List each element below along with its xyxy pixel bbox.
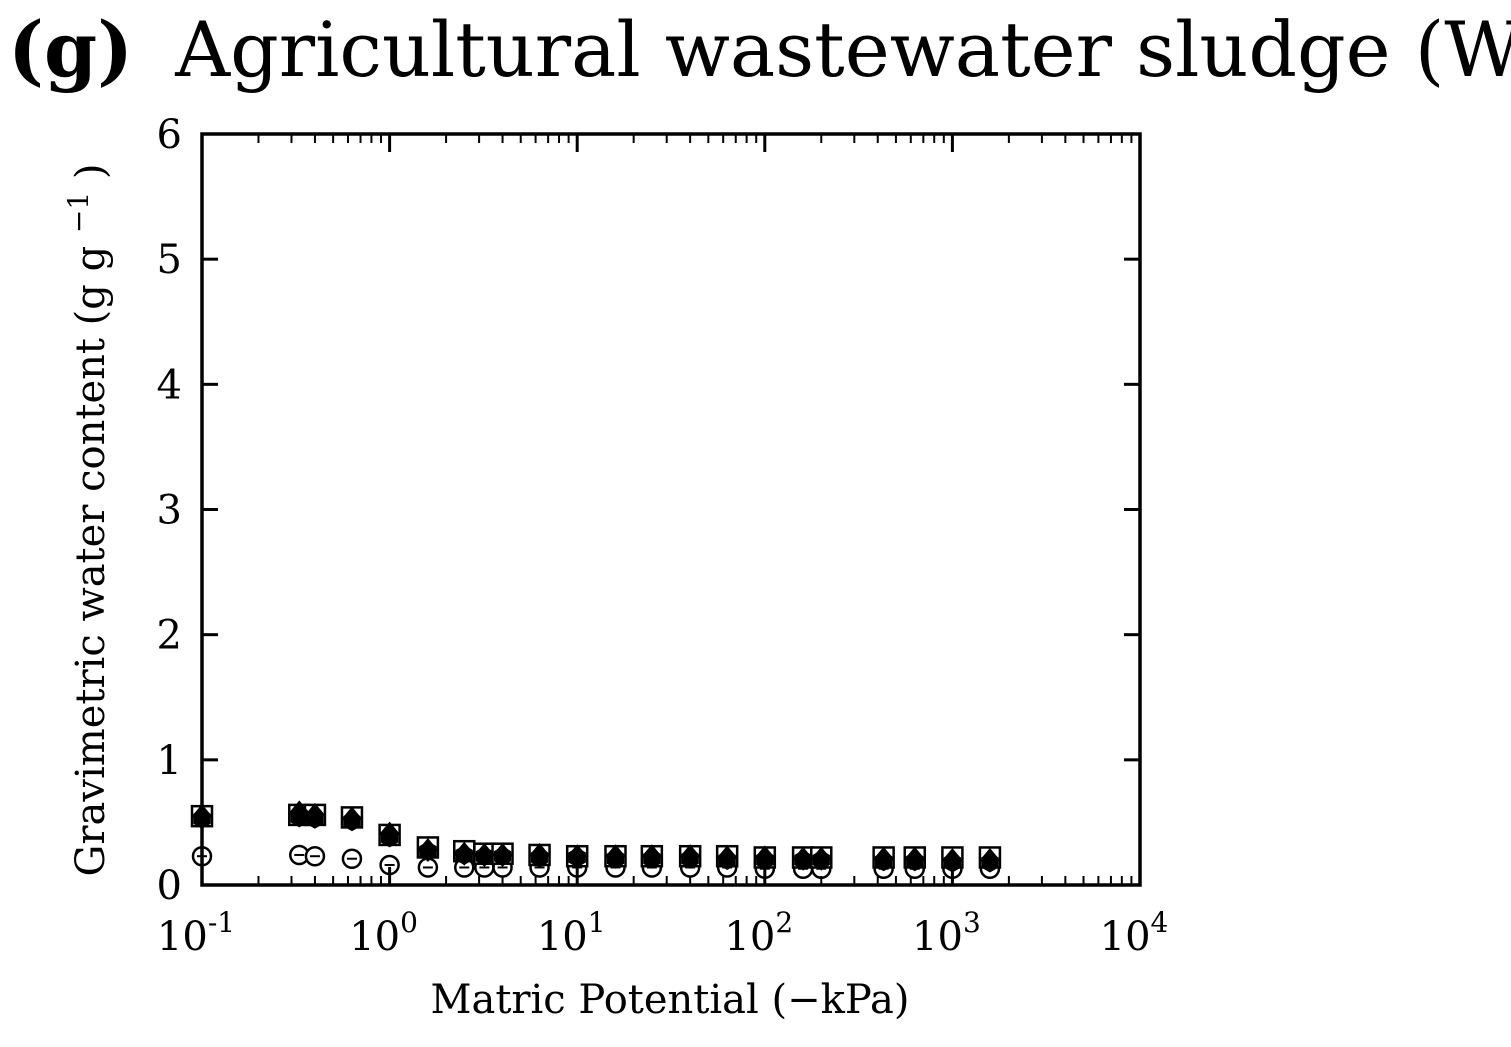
- data-point-filled-diamond: [379, 821, 400, 846]
- y-tick-label: 3: [157, 488, 182, 534]
- x-tick-label: 104: [1100, 906, 1169, 960]
- y-axis-label-main: Gravimetric water content (g g: [68, 246, 114, 877]
- data-point-filled-diamond: [793, 846, 814, 871]
- y-axis-label-exponent: −1: [62, 192, 95, 233]
- data-point-filled-diamond: [529, 842, 550, 867]
- data-point-filled-diamond: [680, 844, 701, 869]
- data-point-filled-diamond: [454, 841, 475, 866]
- y-tick-label: 0: [157, 863, 182, 909]
- y-tick-label: 2: [157, 613, 182, 659]
- y-tick-label: 4: [157, 362, 182, 408]
- data-point-filled-diamond: [567, 844, 588, 869]
- chart-title: (g) Agricultural wastewater sludge (WS): [8, 5, 1511, 94]
- data-point-filled-diamond: [474, 842, 495, 867]
- x-tick-label: 100: [349, 906, 418, 960]
- data-point-filled-diamond: [873, 846, 894, 871]
- y-axis-ticks: 0 1 2 3 4 5 6: [157, 112, 1140, 909]
- x-tick-label: 103: [912, 906, 981, 960]
- data-point-filled-diamond: [717, 845, 738, 870]
- data-point-filled-diamond: [304, 802, 325, 827]
- x-tick-label: 102: [724, 906, 793, 960]
- data-point-filled-diamond: [754, 845, 775, 870]
- y-tick-label: 5: [157, 237, 182, 283]
- y-axis-label-close: ): [68, 163, 114, 179]
- chart-title-prefix: (g): [8, 5, 133, 94]
- data-points: [190, 800, 1002, 879]
- data-point-filled-diamond: [289, 800, 310, 825]
- data-point-filled-diamond: [979, 847, 1000, 872]
- y-tick-label: 6: [157, 112, 182, 158]
- data-point-filled-diamond: [341, 806, 362, 831]
- data-point-filled-diamond: [811, 846, 832, 871]
- data-point-filled-diamond: [417, 837, 438, 862]
- x-axis-label: Matric Potential (−kPa): [431, 977, 910, 1023]
- plot-frame: [200, 132, 1142, 887]
- data-point-filled-diamond: [492, 842, 513, 867]
- data-point-filled-diamond: [942, 847, 963, 872]
- x-axis-ticks: 10-1 100 101 102 103 104: [157, 134, 1168, 960]
- x-tick-label: 101: [537, 906, 606, 960]
- data-point-filled-diamond: [904, 846, 925, 871]
- data-point-filled-diamond: [641, 844, 662, 869]
- y-tick-label: 1: [157, 738, 182, 784]
- data-point-filled-diamond: [605, 844, 626, 869]
- chart-title-main: Agricultural wastewater sludge (WS): [174, 5, 1511, 94]
- x-tick-label: 10-1: [157, 906, 235, 960]
- y-axis-label: Gravimetric water content (g g −1 ): [52, 163, 114, 876]
